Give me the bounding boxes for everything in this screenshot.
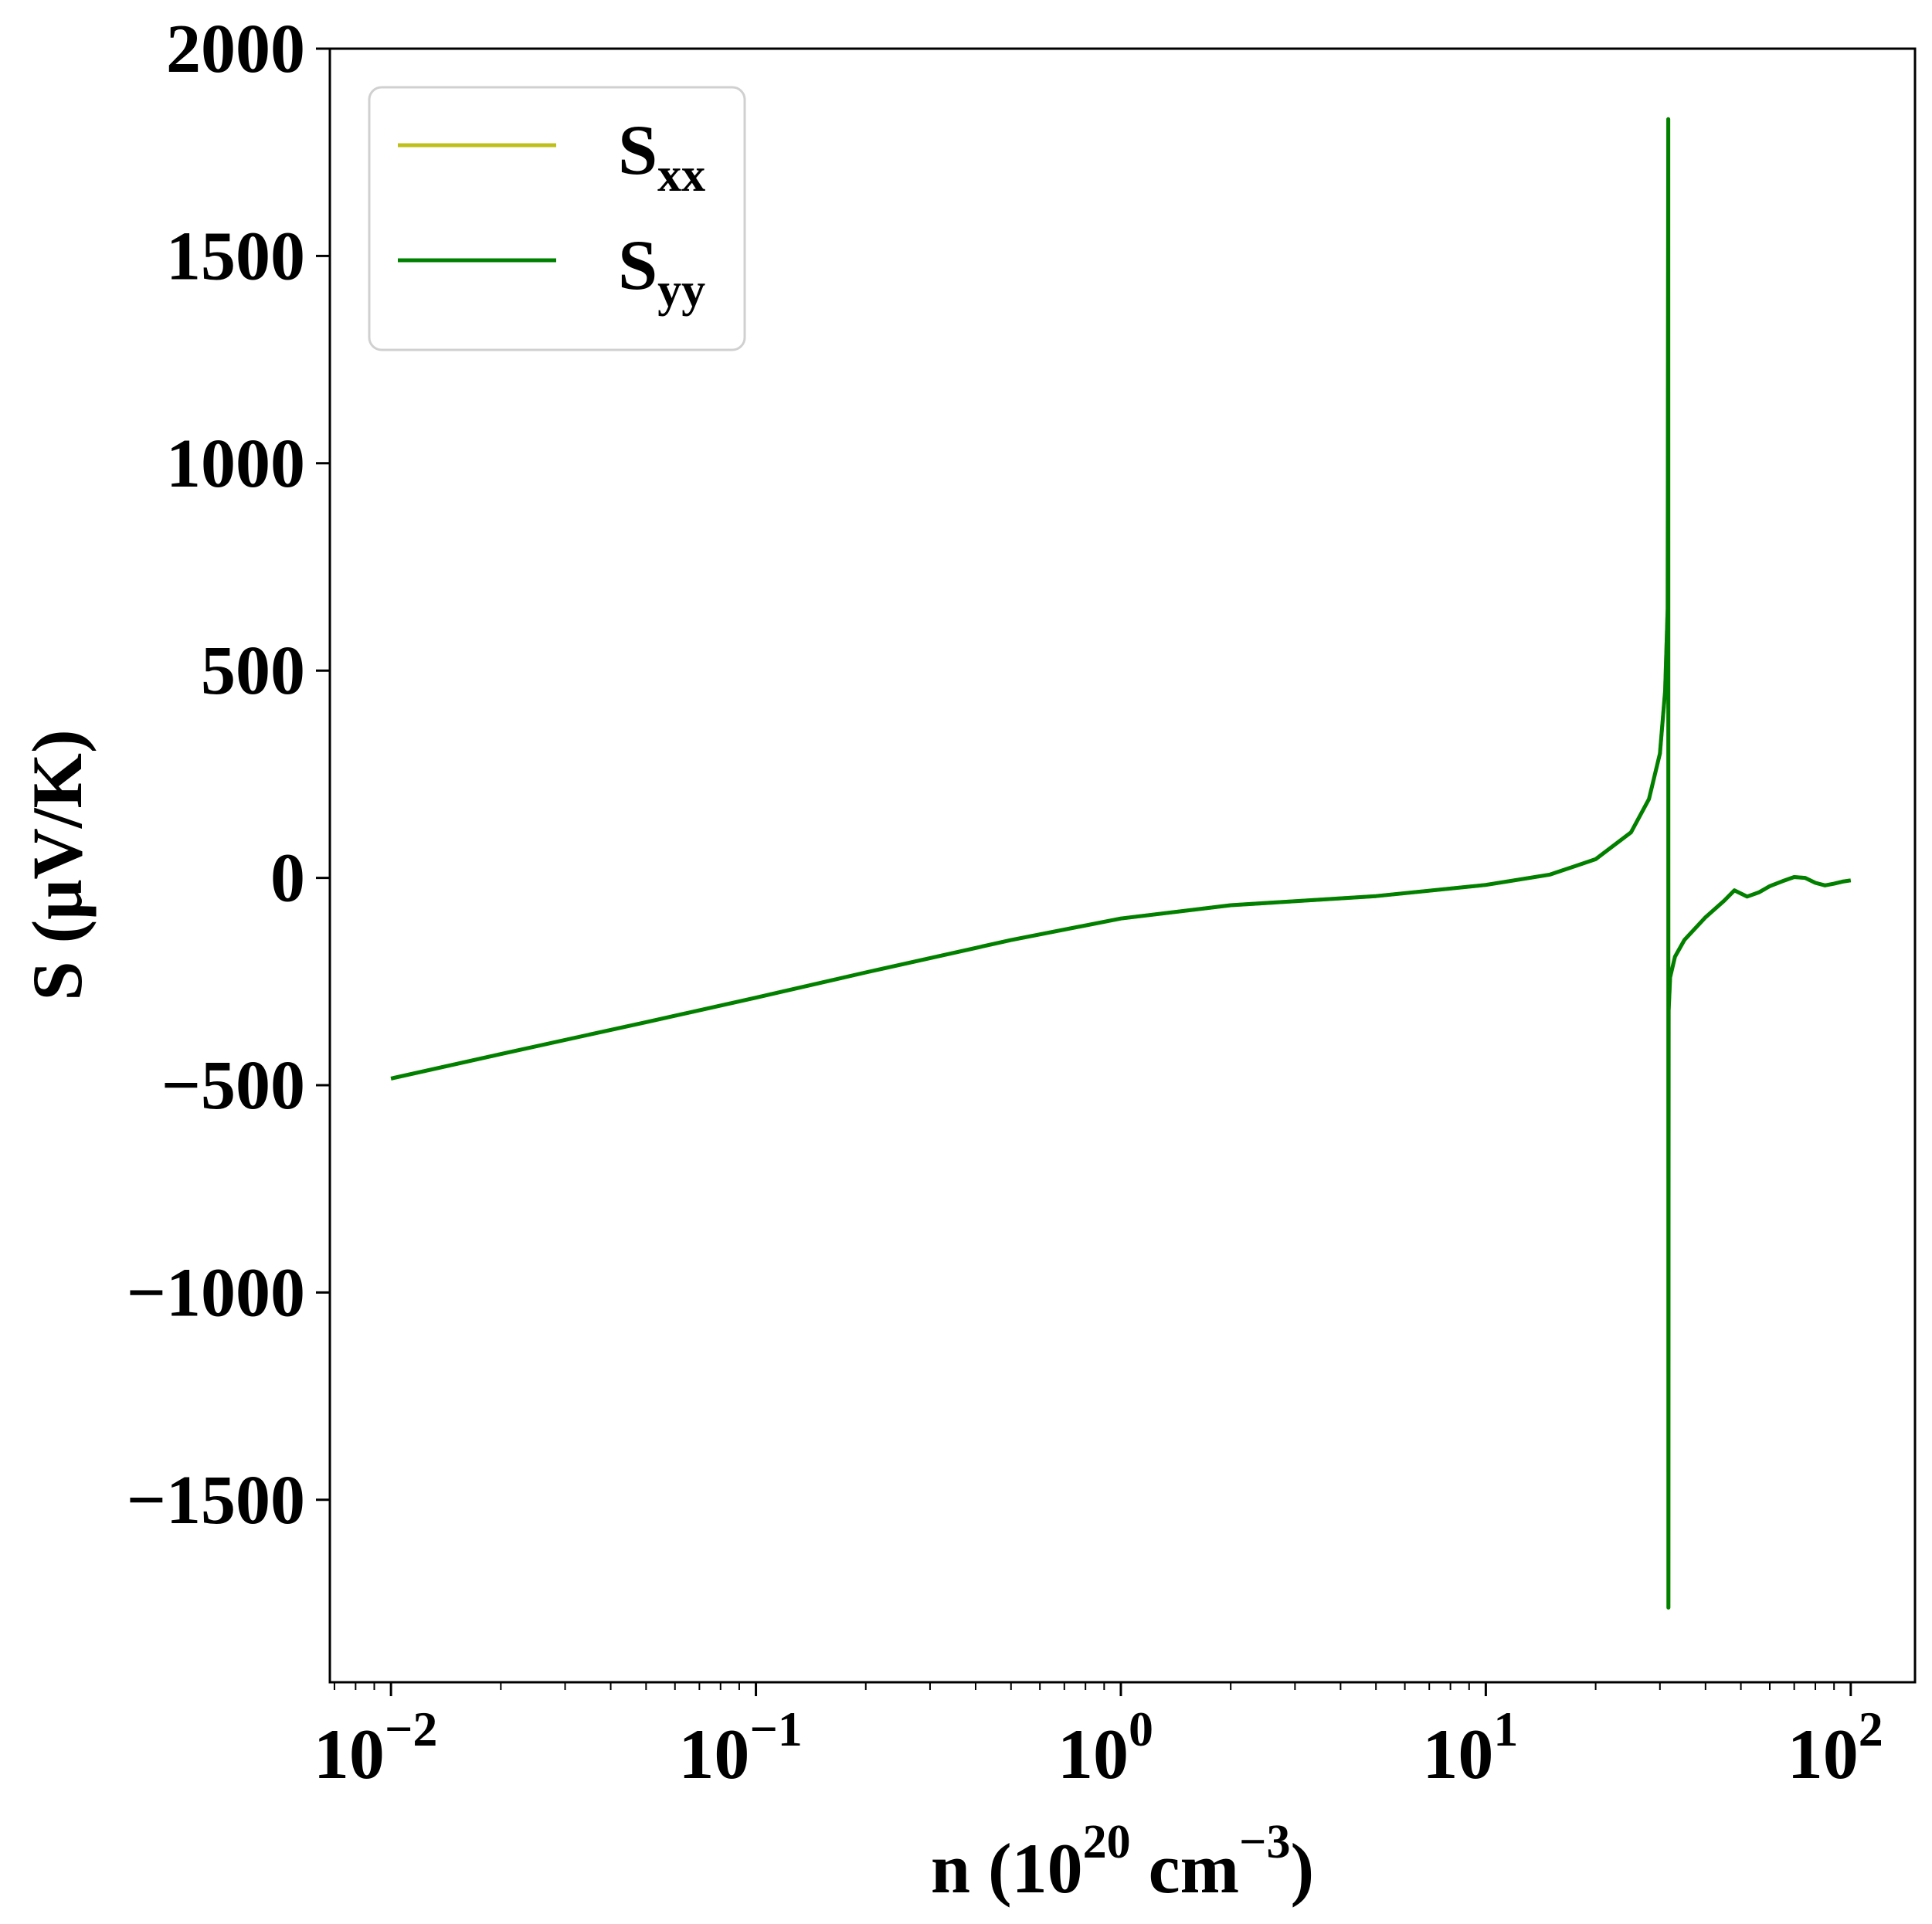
y-tick-label: −1500: [127, 1462, 305, 1539]
x-tick-label-base: 10: [1788, 1715, 1859, 1793]
series-line-syy: [390, 117, 1852, 1610]
x-axis-label-base: n (10: [931, 1829, 1083, 1908]
x-tick-label-exp: 2: [1859, 1702, 1883, 1756]
x-tick-label: 102: [1788, 1702, 1883, 1793]
x-axis-label-exp2: −3: [1239, 1816, 1290, 1868]
y-tick-label: 1500: [166, 218, 305, 294]
x-axis-label-mid: cm: [1131, 1829, 1239, 1908]
x-tick-label: 10−2: [314, 1702, 437, 1793]
x-tick-label-base: 10: [678, 1715, 749, 1793]
x-tick-label: 101: [1422, 1702, 1518, 1793]
x-axis-label-end: ): [1291, 1829, 1315, 1908]
x-tick-label-base: 10: [1058, 1715, 1129, 1793]
legend-label-sxx: Sxx: [618, 110, 705, 202]
x-tick-label-exp: 1: [1493, 1702, 1518, 1756]
legend-box: [368, 86, 746, 351]
x-tick-label-exp: −1: [749, 1702, 802, 1756]
y-tick-label: 0: [270, 840, 305, 917]
legend-label-sxx-sub: xx: [657, 149, 705, 202]
x-tick-label: 10−1: [678, 1702, 802, 1793]
legend-label-syy-main: S: [618, 226, 657, 304]
x-axis-label: n (1020 cm−3): [931, 1816, 1314, 1908]
legend: Sxx Syy: [368, 86, 746, 351]
x-tick-label-exp: −2: [385, 1702, 437, 1756]
legend-label-sxx-main: S: [618, 110, 657, 189]
y-axis-label: S (μV/K): [18, 729, 97, 1000]
legend-label-syy: Syy: [618, 226, 705, 317]
x-tick-label-base: 10: [314, 1715, 385, 1793]
x-tick-label-base: 10: [1422, 1715, 1493, 1793]
plot-frame: [328, 47, 1917, 1684]
x-axis-label-exp1: 20: [1083, 1816, 1131, 1868]
y-tick-label: 2000: [166, 11, 305, 87]
y-tick-label: 1000: [166, 426, 305, 502]
x-tick-label-exp: 0: [1129, 1702, 1153, 1756]
y-tick-label: −1000: [127, 1254, 305, 1331]
series-layer: [390, 117, 1852, 1610]
x-tick-label: 100: [1058, 1702, 1153, 1793]
legend-label-syy-sub: yy: [657, 264, 705, 317]
y-tick-label: −500: [161, 1047, 305, 1124]
y-tick-label: 500: [201, 633, 305, 709]
